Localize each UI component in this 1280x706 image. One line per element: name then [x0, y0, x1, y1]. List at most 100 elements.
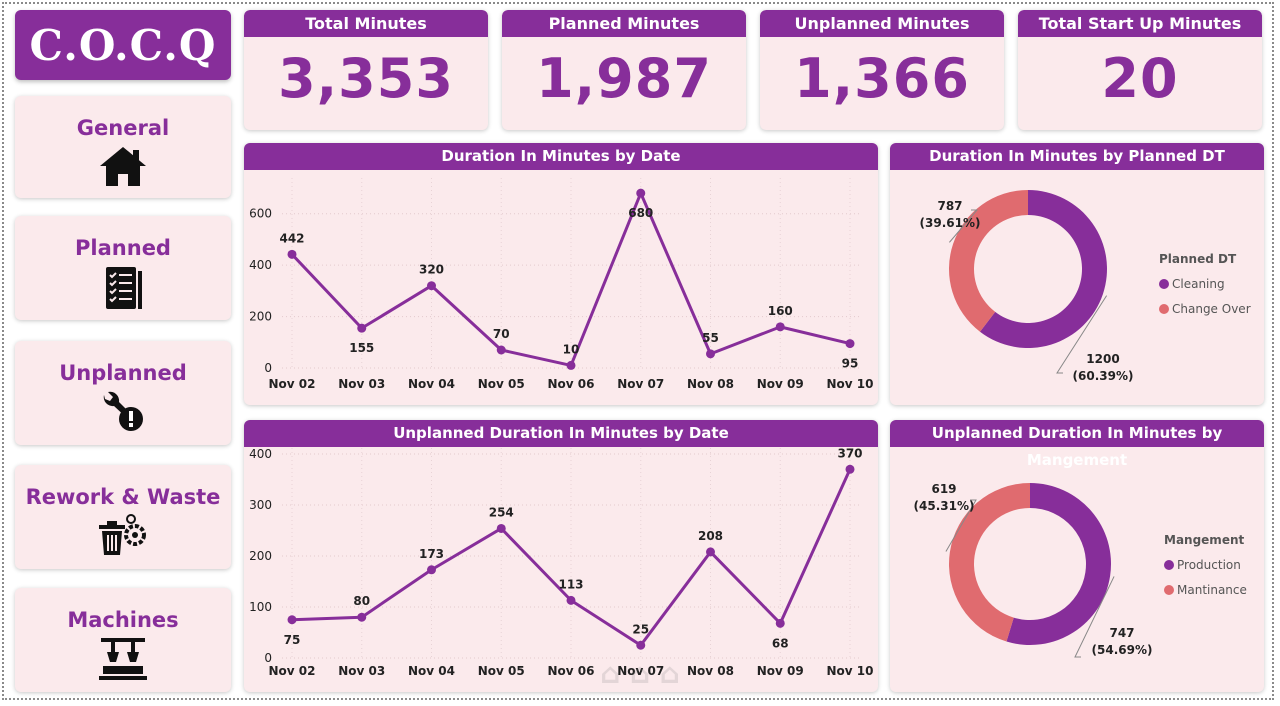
x-tick-label: Nov 08	[687, 377, 734, 391]
nav-label: Rework & Waste	[25, 485, 221, 509]
legend-item: Production	[1177, 558, 1241, 572]
legend-marker	[1164, 585, 1174, 595]
data-label: 25	[632, 622, 649, 636]
data-point	[427, 281, 436, 291]
y-tick-label: 100	[249, 600, 272, 614]
checklist-icon	[100, 264, 146, 316]
x-tick-label: Nov 03	[338, 664, 385, 678]
data-point	[496, 345, 506, 355]
chart-unplanned-management: Unplanned Duration In Minutes by Mangeme…	[890, 420, 1264, 692]
x-tick-label: Nov 07	[617, 664, 664, 678]
slice-value-label: 787	[937, 199, 962, 213]
line-chart-unplanned: 0 100 200 300 400 Nov 02 Nov 03 Nov 04 Nov 05 Nov…	[249, 447, 874, 678]
data-point	[287, 615, 297, 625]
donut-chart-planned-dt: 1200 (60.39%) 787 (39.61%) Planned DT Cleanin…	[920, 190, 1251, 383]
chart-unplanned-by-date: Unplanned Duration In Minutes by Date 0 1…	[244, 420, 878, 692]
data-point	[775, 322, 785, 332]
kpi-title: Unplanned Minutes	[760, 10, 1004, 37]
slice-percent-label: (39.61%)	[920, 216, 981, 230]
wrench-alert-icon	[98, 389, 148, 439]
x-tick-label: Nov 06	[548, 664, 595, 678]
pie-slice	[949, 483, 1030, 642]
kpi-value: 3,353	[278, 47, 454, 110]
chart-duration-by-date: Duration In Minutes by Date 0 200 400 600 No…	[244, 143, 878, 405]
slice-value-label: 1200	[1086, 352, 1119, 366]
trash-gear-icon	[95, 513, 151, 563]
data-label: 442	[279, 231, 304, 245]
data-label: 680	[628, 206, 653, 220]
data-label: 75	[284, 633, 301, 647]
nav-button-unplanned[interactable]: Unplanned	[15, 341, 231, 445]
data-label: 370	[837, 447, 862, 460]
nav-button-machines[interactable]: Machines	[15, 588, 231, 692]
data-label: 155	[349, 341, 374, 355]
kpi-value: 1,366	[794, 47, 970, 110]
data-point	[706, 547, 715, 557]
x-tick-label: Nov 05	[478, 377, 525, 391]
x-tick-label: Nov 07	[617, 377, 664, 391]
y-tick-label: 0	[264, 361, 272, 375]
slice-percent-label: (45.31%)	[914, 499, 975, 513]
pie-slice	[949, 190, 1028, 332]
data-point	[775, 618, 785, 628]
data-point	[287, 249, 297, 259]
series-line	[291, 468, 852, 647]
data-point	[357, 612, 367, 622]
data-label: 208	[698, 529, 723, 543]
x-tick-label: Nov 08	[687, 664, 734, 678]
data-point	[427, 565, 436, 575]
data-point	[706, 349, 715, 359]
watermark-logo: ⌂ ⌂ ⌂	[600, 656, 680, 690]
y-tick-label: 300	[249, 498, 272, 512]
y-tick-label: 200	[249, 310, 272, 324]
kpi-title: Total Minutes	[244, 10, 488, 37]
slice-percent-label: (60.39%)	[1073, 369, 1134, 383]
data-point	[845, 339, 855, 349]
data-label: 320	[419, 263, 444, 277]
nav-label: Unplanned	[59, 361, 187, 385]
leader-line	[945, 499, 977, 552]
nav-button-general[interactable]: General	[15, 96, 231, 198]
data-label: 254	[489, 505, 514, 519]
donut-chart-management: 747 (54.69%) 619 (45.31%) Mangement Productio…	[914, 482, 1247, 658]
line-chart-duration: 0 200 400 600 Nov 02 Nov 03 Nov 04 Nov 05 Nov 06…	[249, 178, 874, 391]
nav-button-planned[interactable]: Planned	[15, 216, 231, 320]
x-tick-label: Nov 10	[827, 664, 874, 678]
y-tick-label: 200	[249, 549, 272, 563]
data-label: 80	[353, 594, 370, 608]
y-tick-label: 400	[249, 447, 272, 461]
machine-icon	[97, 636, 149, 688]
data-point	[636, 640, 646, 650]
data-point	[357, 323, 367, 333]
data-label: 95	[842, 357, 859, 371]
kpi-title: Planned Minutes	[502, 10, 746, 37]
data-point	[566, 360, 576, 370]
nav-label: General	[76, 116, 170, 140]
y-tick-label: 600	[249, 207, 272, 221]
x-tick-label: Nov 05	[478, 664, 525, 678]
leader-line	[1056, 295, 1108, 374]
chart-title: Unplanned Duration In Minutes by Date	[244, 420, 878, 447]
data-label: 160	[768, 304, 793, 318]
x-tick-label: Nov 04	[408, 664, 455, 678]
slice-percent-label: (54.69%)	[1092, 643, 1153, 657]
nav-button-rework-waste[interactable]: Rework & Waste	[15, 465, 231, 569]
data-point	[496, 523, 506, 533]
leader-line	[1074, 576, 1115, 658]
data-point	[566, 595, 576, 605]
chart-title: Duration In Minutes by Planned DT	[890, 143, 1264, 170]
x-tick-label: Nov 03	[338, 377, 385, 391]
data-label: 68	[772, 636, 789, 650]
chart-title: Duration In Minutes by Date	[244, 143, 878, 170]
legend-marker	[1164, 560, 1174, 570]
home-icon	[97, 144, 149, 192]
data-label: 10	[563, 342, 580, 356]
x-tick-label: Nov 02	[269, 664, 316, 678]
logo: C.O.C.Q	[15, 10, 231, 80]
kpi-value: 1,987	[536, 47, 712, 110]
legend-title: Planned DT	[1159, 252, 1237, 266]
kpi-total-startup-minutes: Total Start Up Minutes 20	[1018, 10, 1262, 130]
x-tick-label: Nov 09	[757, 377, 804, 391]
nav-label: Planned	[75, 236, 171, 260]
